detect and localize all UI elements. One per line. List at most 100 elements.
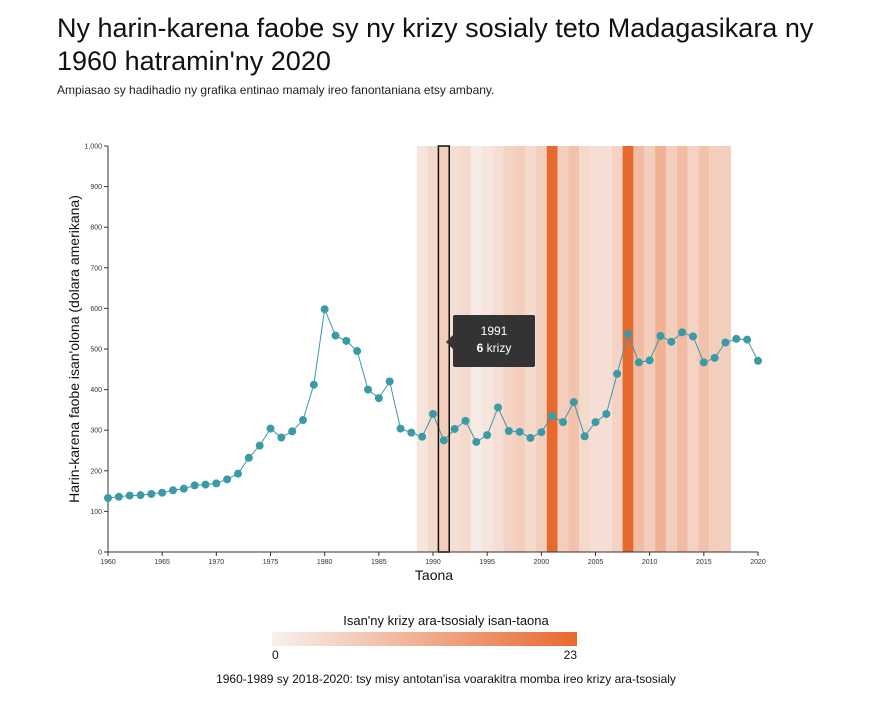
- gdp-point-1982[interactable]: [342, 336, 351, 345]
- gdp-point-1991[interactable]: [439, 436, 448, 445]
- gdp-point-1961[interactable]: [114, 492, 123, 501]
- legend-max-label: 23: [563, 648, 577, 662]
- crisis-band-2002[interactable]: [557, 146, 569, 552]
- gdp-point-1975[interactable]: [266, 424, 275, 433]
- gdp-point-1988[interactable]: [407, 428, 416, 437]
- gdp-point-1996[interactable]: [494, 403, 502, 412]
- gdp-point-1979[interactable]: [309, 380, 318, 389]
- gdp-point-1993[interactable]: [461, 416, 470, 425]
- x-axis: 1960 1965 1970 1975 1980 1985 1990 1995 2000 2005…: [100, 551, 766, 566]
- gdp-point-1970[interactable]: [212, 479, 221, 488]
- gdp-point-1969[interactable]: [201, 480, 210, 489]
- gdp-point-2010[interactable]: [645, 356, 654, 365]
- x-tick-label: 2005: [588, 559, 604, 566]
- crisis-band-2006[interactable]: [600, 146, 612, 552]
- gdp-point-2009[interactable]: [634, 358, 643, 367]
- gdp-point-1977[interactable]: [288, 427, 297, 436]
- gdp-point-1965[interactable]: [158, 488, 167, 497]
- gdp-point-2008[interactable]: [624, 329, 632, 338]
- crisis-band-2007[interactable]: [611, 146, 623, 552]
- gdp-point-2006[interactable]: [602, 409, 611, 418]
- gdp-point-1980[interactable]: [320, 305, 329, 314]
- gdp-point-2011[interactable]: [656, 332, 665, 341]
- highlight-layer: [437, 145, 450, 553]
- legend-min-label: 0: [272, 648, 279, 662]
- y-tick-label: 300: [90, 428, 102, 435]
- crisis-band-2010[interactable]: [644, 146, 656, 552]
- gdp-point-1999[interactable]: [526, 433, 535, 442]
- gdp-point-2004[interactable]: [580, 432, 589, 441]
- crisis-band-1991[interactable]: [438, 146, 450, 552]
- crisis-band-2015[interactable]: [698, 146, 710, 552]
- crisis-band-2004[interactable]: [579, 146, 591, 552]
- gdp-point-2020[interactable]: [754, 356, 762, 365]
- gdp-point-1987[interactable]: [396, 424, 405, 433]
- gdp-point-2018[interactable]: [732, 334, 741, 343]
- gdp-point-1981[interactable]: [331, 331, 340, 340]
- crisis-band-2011[interactable]: [655, 146, 666, 552]
- gdp-point-1973[interactable]: [244, 453, 253, 462]
- crisis-band-2005[interactable]: [590, 146, 601, 552]
- crisis-band-2014[interactable]: [687, 146, 699, 552]
- gdp-point-2016[interactable]: [710, 353, 719, 362]
- legend-gradient-bar: [272, 632, 577, 646]
- gdp-point-1985[interactable]: [374, 394, 383, 403]
- crisis-band-2013[interactable]: [676, 146, 688, 552]
- crisis-band-2016[interactable]: [709, 146, 721, 552]
- gdp-point-1962[interactable]: [125, 491, 134, 500]
- crisis-band-1990[interactable]: [427, 146, 439, 552]
- gdp-point-2007[interactable]: [613, 369, 622, 378]
- gdp-point-2017[interactable]: [721, 338, 730, 347]
- gdp-point-1997[interactable]: [504, 427, 513, 436]
- y-axis-title: Harin-karena faobe isan'olona (dolara am…: [66, 195, 82, 503]
- gdp-point-2001[interactable]: [548, 411, 557, 420]
- gdp-point-1963[interactable]: [136, 491, 145, 500]
- gdp-point-2012[interactable]: [667, 337, 676, 346]
- x-tick-label: 1985: [371, 559, 387, 566]
- gdp-point-1994[interactable]: [472, 437, 481, 446]
- crisis-band-1989[interactable]: [416, 146, 428, 552]
- gdp-point-1978[interactable]: [299, 416, 307, 425]
- gdp-point-1986[interactable]: [385, 377, 394, 386]
- tooltip-arrow: [446, 335, 453, 349]
- crisis-band-2017[interactable]: [720, 146, 731, 552]
- gdp-point-1967[interactable]: [179, 484, 188, 493]
- gdp-point-1976[interactable]: [277, 433, 286, 442]
- x-tick-label: 1990: [425, 559, 441, 566]
- gdp-point-2003[interactable]: [569, 398, 578, 407]
- crisis-band-2000[interactable]: [535, 146, 547, 552]
- x-tick-label: 1970: [209, 559, 225, 566]
- gdp-point-2014[interactable]: [689, 332, 697, 341]
- gdp-point-2013[interactable]: [678, 328, 687, 337]
- gdp-point-1960[interactable]: [104, 494, 112, 503]
- gdp-point-1968[interactable]: [190, 481, 199, 490]
- gdp-point-1992[interactable]: [450, 424, 459, 433]
- gdp-point-1989[interactable]: [418, 432, 427, 441]
- crisis-band-2009[interactable]: [633, 146, 645, 552]
- gdp-point-1983[interactable]: [353, 347, 362, 356]
- gdp-point-1972[interactable]: [234, 469, 242, 478]
- gdp-point-1964[interactable]: [147, 489, 156, 498]
- crisis-band-2012[interactable]: [665, 146, 677, 552]
- crisis-band-2003[interactable]: [568, 146, 580, 552]
- y-axis: 0 100 200 300 400 500 600 700 800 900 1,000: [84, 144, 109, 557]
- gdp-point-1990[interactable]: [429, 409, 437, 418]
- gdp-point-2002[interactable]: [559, 418, 567, 427]
- gdp-point-2019[interactable]: [743, 335, 752, 344]
- crisis-band-2008[interactable]: [622, 146, 634, 552]
- gdp-point-1984[interactable]: [364, 385, 372, 394]
- gdp-point-1966[interactable]: [169, 486, 177, 495]
- x-tick-label: 2000: [534, 559, 550, 566]
- gdp-point-1995[interactable]: [483, 431, 492, 440]
- gdp-point-2005[interactable]: [591, 418, 600, 427]
- gdp-point-2015[interactable]: [699, 358, 708, 367]
- x-tick-label: 2010: [642, 559, 658, 566]
- tooltip-count-suffix: krizy: [483, 341, 512, 355]
- gdp-point-1971[interactable]: [223, 475, 232, 484]
- gdp-point-2000[interactable]: [537, 428, 546, 437]
- gdp-point-1998[interactable]: [515, 427, 524, 436]
- crisis-band-2001[interactable]: [546, 146, 558, 552]
- x-tick-label: 1980: [317, 559, 333, 566]
- gdp-point-1974[interactable]: [255, 441, 264, 450]
